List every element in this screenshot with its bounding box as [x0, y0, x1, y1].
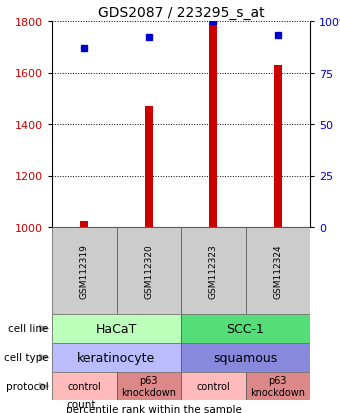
Bar: [245, 372, 310, 400]
Text: control: control: [197, 381, 230, 391]
Bar: [52, 343, 181, 372]
Bar: [245, 228, 310, 314]
Text: GSM112323: GSM112323: [209, 244, 218, 298]
Text: GSM112324: GSM112324: [273, 244, 282, 298]
Bar: [52, 372, 117, 400]
Polygon shape: [39, 354, 50, 361]
Text: SCC-1: SCC-1: [226, 322, 265, 335]
Text: count: count: [66, 399, 96, 408]
Text: keratinocyte: keratinocyte: [78, 351, 156, 364]
Bar: [144, 107, 153, 228]
Bar: [181, 314, 310, 343]
Text: cell type: cell type: [4, 353, 49, 363]
Bar: [52, 228, 117, 314]
Bar: [117, 228, 181, 314]
Title: GDS2087 / 223295_s_at: GDS2087 / 223295_s_at: [98, 5, 264, 19]
Bar: [80, 222, 88, 228]
Text: GSM112319: GSM112319: [80, 244, 89, 298]
Text: GSM112320: GSM112320: [144, 244, 153, 298]
Bar: [209, 22, 218, 228]
Bar: [181, 343, 310, 372]
Text: p63
knockdown: p63 knockdown: [121, 375, 176, 397]
Text: control: control: [67, 381, 101, 391]
Bar: [181, 228, 245, 314]
Text: cell line: cell line: [8, 324, 49, 334]
Text: percentile rank within the sample: percentile rank within the sample: [66, 404, 242, 413]
Text: protocol: protocol: [6, 381, 49, 391]
Text: HaCaT: HaCaT: [96, 322, 137, 335]
Bar: [181, 372, 245, 400]
Bar: [274, 66, 282, 228]
Bar: [52, 314, 181, 343]
Text: p63
knockdown: p63 knockdown: [250, 375, 305, 397]
Text: squamous: squamous: [214, 351, 278, 364]
Polygon shape: [39, 382, 50, 390]
Polygon shape: [39, 325, 50, 332]
Bar: [117, 372, 181, 400]
